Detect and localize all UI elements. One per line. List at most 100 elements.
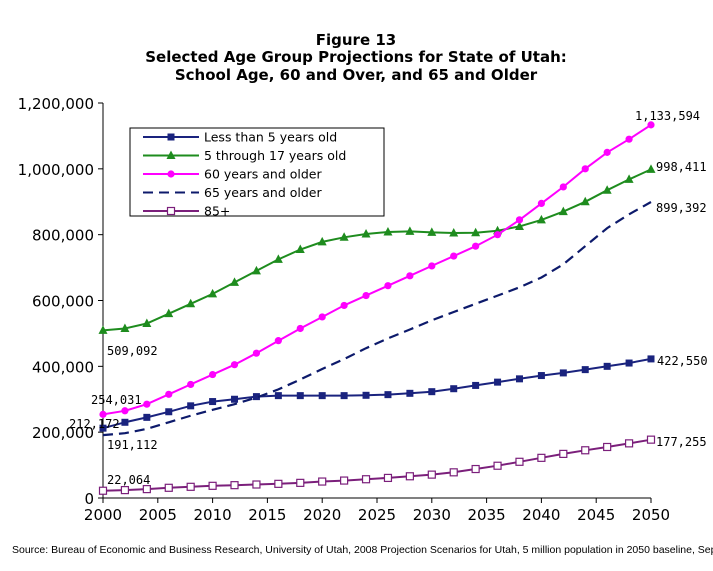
data-point [121, 418, 129, 426]
data-point [603, 148, 611, 156]
data-point [625, 359, 633, 367]
data-point [121, 407, 129, 415]
data-point [383, 227, 393, 236]
series-line [102, 201, 652, 437]
data-point [164, 308, 174, 318]
data-point [515, 457, 524, 466]
end-value-label: 998,411 [656, 160, 707, 174]
data-point [230, 277, 240, 286]
data-point [449, 468, 458, 477]
legend-entry: 5 through 17 years old [143, 148, 346, 163]
series-line [102, 438, 652, 492]
data-point [142, 318, 152, 328]
data-point [209, 398, 217, 406]
data-point [361, 475, 371, 484]
data-point [164, 483, 173, 492]
x-tick-label: 2030 [413, 506, 451, 524]
legend-entry: 85+ [143, 204, 230, 219]
data-point [361, 229, 371, 238]
data-point [624, 174, 634, 183]
data-point [186, 298, 196, 308]
data-point [340, 301, 348, 310]
start-value-label: 509,092 [107, 344, 158, 358]
data-point [405, 226, 415, 235]
data-point [647, 355, 655, 363]
data-point [230, 361, 239, 369]
data-point [317, 236, 327, 246]
data-point [230, 481, 239, 490]
data-point [99, 410, 107, 418]
legend-entry: Less than 5 years old [143, 130, 337, 145]
data-point [143, 413, 151, 421]
data-point [339, 232, 349, 241]
start-value-label: 191,112 [107, 438, 158, 452]
series-less-than-5-years-old [99, 355, 655, 432]
x-tick-label: 2015 [248, 506, 286, 524]
data-point [427, 227, 437, 236]
y-tick-label: 600,000 [32, 293, 94, 311]
x-tick-label: 2005 [139, 506, 177, 524]
legend-swatch-marker [166, 150, 176, 159]
series-5-through-17-years-old [98, 164, 656, 334]
data-point [318, 392, 326, 400]
data-point [296, 392, 304, 400]
x-tick-label: 2050 [632, 506, 670, 524]
data-point [231, 395, 239, 403]
y-tick-label: 0 [84, 490, 94, 508]
data-point [515, 216, 524, 224]
data-point [187, 402, 195, 410]
y-tick-label: 1,000,000 [18, 161, 94, 179]
y-tick-label: 200,000 [32, 424, 94, 442]
start-value-label: 22,064 [107, 473, 150, 487]
data-point [208, 288, 218, 298]
x-tick-label: 2045 [577, 506, 615, 524]
data-point [537, 372, 545, 380]
data-point [581, 446, 590, 455]
data-point [494, 378, 502, 386]
data-point [273, 254, 283, 263]
data-point [142, 485, 151, 494]
data-point [274, 479, 283, 488]
legend-swatch-marker [167, 170, 175, 178]
data-point [120, 486, 130, 495]
end-value-label: 899,392 [656, 201, 707, 215]
data-point [472, 381, 480, 389]
data-point [515, 375, 523, 383]
x-tick-label: 2010 [194, 506, 232, 524]
data-point [405, 472, 414, 481]
data-point [493, 461, 502, 470]
x-tick-label: 2020 [303, 506, 341, 524]
data-point [646, 435, 656, 444]
data-point [296, 324, 304, 333]
data-point [602, 185, 612, 194]
data-point [471, 464, 480, 474]
legend-label: 5 through 17 years old [204, 148, 346, 163]
data-point [295, 244, 305, 253]
data-point [143, 400, 151, 408]
data-point [340, 476, 349, 485]
data-point [209, 370, 217, 379]
data-point [581, 165, 589, 173]
series-65-years-and-older [102, 201, 652, 437]
data-point [449, 228, 459, 237]
chart-subtitle-line-2: School Age, 60 and Over, and 65 and Olde… [175, 66, 538, 84]
data-point [450, 385, 458, 393]
x-tick-label: 2025 [358, 506, 396, 524]
data-point [318, 313, 326, 321]
data-point [603, 362, 611, 370]
data-labels: 212,172 422,550 509,092 998,411 254,031 1,133… [69, 109, 708, 487]
data-point [384, 282, 392, 290]
data-point [274, 392, 282, 400]
data-point [406, 272, 414, 280]
series-line [102, 168, 652, 332]
legend-swatch-marker [166, 206, 176, 216]
data-point [296, 478, 305, 487]
data-point [252, 480, 261, 489]
y-tick-label: 1,200,000 [18, 95, 94, 113]
legend-entry: 60 years and older [143, 167, 322, 182]
source-note: Source: Bureau of Economic and Business … [12, 544, 713, 556]
data-point [274, 337, 282, 345]
y-tick-label: 400,000 [32, 358, 94, 376]
legend: Less than 5 years old 5 through 17 years … [129, 127, 385, 219]
y-tick-label: 800,000 [32, 227, 94, 245]
